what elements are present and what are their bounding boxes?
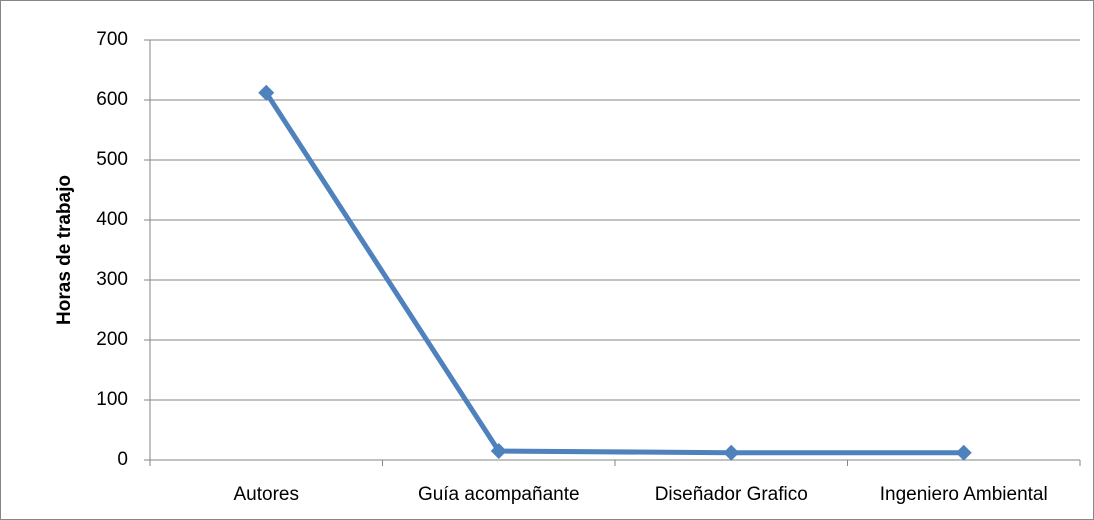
marker [723,444,740,461]
marker [490,443,507,459]
line [264,91,964,456]
marker [955,444,972,461]
y-tick-label: 0 [117,449,128,470]
y-tick-label: 300 [96,269,128,290]
x-tick-label: Autores [234,484,299,505]
y-tick-label: 600 [96,89,128,110]
y-tick-label: 200 [96,329,128,350]
y-tick-label: 700 [96,29,128,50]
x-tick-label: Diseñador Grafico [655,484,808,505]
y-tick-label: 500 [96,149,128,170]
y-tick-label: 400 [96,209,128,230]
y-axis-label: Horas de trabajo [54,175,75,325]
y-tick-label: 100 [96,389,128,410]
x-tick-label: Guía acompañante [418,484,580,505]
x-tick-label: Ingeniero Ambiental [880,484,1048,505]
marker [258,84,275,101]
